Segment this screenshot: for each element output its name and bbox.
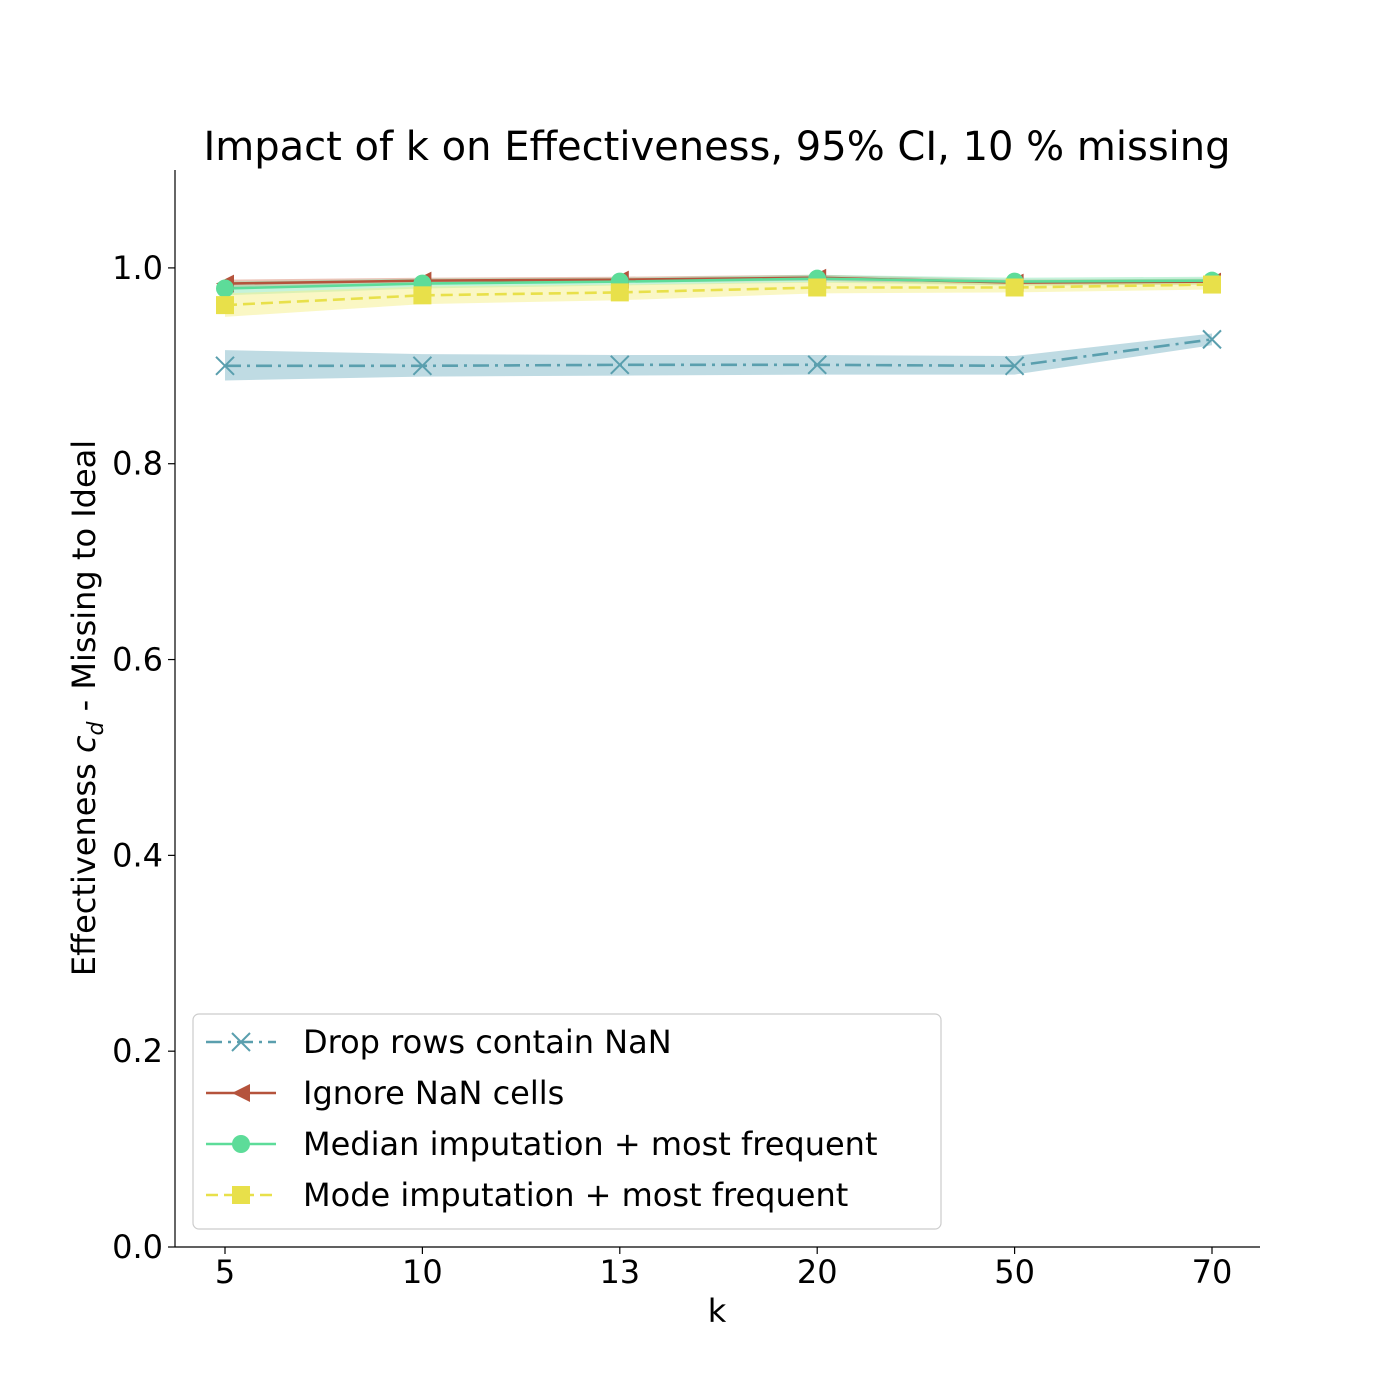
x-tick-label: 5 bbox=[215, 1253, 235, 1291]
legend-label-1: Ignore NaN cells bbox=[303, 1074, 564, 1112]
legend-marker-0 bbox=[231, 1032, 251, 1052]
y-tick-label: 0.0 bbox=[112, 1228, 163, 1266]
series-3-ci-band bbox=[225, 279, 1212, 317]
y-tick-label: 0.2 bbox=[112, 1032, 163, 1070]
series-0-point bbox=[412, 356, 433, 376]
y-axis-label: Effectiveness cd - Missing to Ideal bbox=[65, 440, 109, 976]
series-0-point bbox=[215, 356, 235, 376]
series-0-point bbox=[1202, 329, 1222, 350]
x-tick-label: 50 bbox=[994, 1253, 1035, 1291]
y-ticks: 0.0 0.2 0.4 0.6 0.8 1.0 bbox=[112, 249, 175, 1266]
legend-marker-2 bbox=[232, 1135, 250, 1153]
series-2-point bbox=[216, 279, 234, 298]
y-tick-label: 1.0 bbox=[112, 249, 163, 287]
series-markers bbox=[215, 268, 1222, 376]
legend-label-3: Mode imputation + most frequent bbox=[303, 1176, 848, 1214]
x-tick-label: 70 bbox=[1192, 1253, 1233, 1291]
x-ticks: 5 10 13 20 50 70 bbox=[215, 1247, 1233, 1291]
y-axis-label-subscript: d bbox=[84, 720, 109, 735]
series-3-point bbox=[1203, 275, 1221, 294]
series-3-line bbox=[224, 283, 1213, 307]
y-axis-label-prefix: Effectiveness bbox=[65, 753, 103, 976]
chart-title: Impact of k on Effectiveness, 95% CI, 10… bbox=[203, 124, 1230, 170]
series-0-ci-band bbox=[225, 333, 1212, 381]
legend-marker-1 bbox=[232, 1084, 250, 1102]
series-0-point bbox=[807, 355, 827, 375]
series-3-point bbox=[808, 278, 827, 297]
legend-label-2: Median imputation + most frequent bbox=[303, 1125, 877, 1163]
x-tick-label: 10 bbox=[402, 1253, 443, 1291]
y-axis-label-symbol: c bbox=[65, 735, 103, 753]
y-tick-label: 0.6 bbox=[112, 641, 163, 679]
x-tick-label: 13 bbox=[599, 1253, 640, 1291]
y-axis-label-suffix: - Missing to Ideal bbox=[65, 440, 103, 722]
series-0-point bbox=[1004, 356, 1025, 376]
series-3-point bbox=[413, 286, 432, 305]
series-3-point bbox=[610, 283, 629, 302]
y-tick-label: 0.4 bbox=[112, 836, 163, 874]
legend-box bbox=[192, 1013, 942, 1230]
legend-label-0: Drop rows contain NaN bbox=[303, 1023, 672, 1061]
x-axis-label: k bbox=[708, 1292, 727, 1330]
x-tick-label: 20 bbox=[797, 1253, 838, 1291]
legend: Drop rows contain NaN Ignore NaN cells Med… bbox=[192, 1013, 942, 1230]
series-3-point bbox=[216, 296, 234, 315]
series-2-line bbox=[224, 277, 1213, 290]
series-lines bbox=[224, 276, 1213, 368]
legend-marker-3 bbox=[232, 1186, 250, 1204]
y-tick-label: 0.8 bbox=[112, 445, 163, 483]
series-0-point bbox=[610, 355, 630, 375]
series-0-line bbox=[225, 338, 1213, 368]
series-3-point bbox=[1005, 278, 1024, 297]
